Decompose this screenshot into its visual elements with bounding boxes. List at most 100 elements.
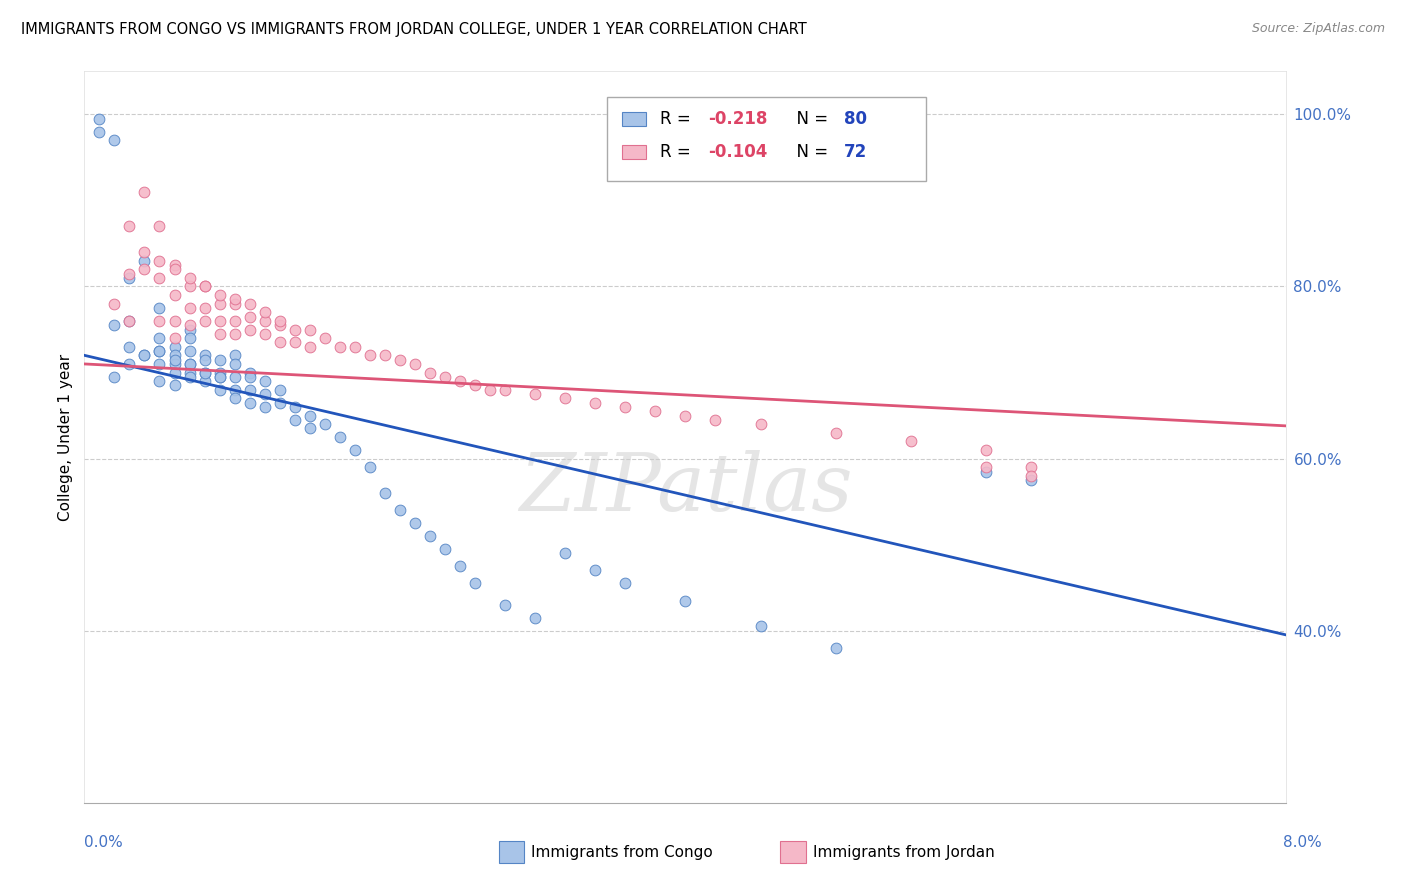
FancyBboxPatch shape: [607, 97, 927, 181]
Text: N =: N =: [786, 143, 834, 161]
Point: [134, 348, 156, 362]
Point: [179, 322, 201, 336]
Point: [824, 640, 846, 655]
Point: [118, 314, 141, 328]
Text: -0.218: -0.218: [709, 110, 768, 128]
Point: [253, 387, 276, 401]
Point: [148, 374, 170, 388]
Point: [163, 357, 186, 371]
Point: [269, 395, 291, 409]
Point: [359, 460, 381, 475]
Point: [298, 322, 321, 336]
Point: [449, 374, 471, 388]
Point: [524, 387, 547, 401]
Point: [343, 442, 366, 457]
Point: [148, 301, 170, 315]
FancyBboxPatch shape: [621, 145, 645, 159]
Point: [148, 344, 170, 359]
Text: 72: 72: [844, 143, 868, 161]
Point: [583, 564, 606, 578]
Point: [118, 314, 141, 328]
Point: [253, 374, 276, 388]
Point: [239, 369, 262, 384]
FancyBboxPatch shape: [780, 841, 806, 863]
Point: [163, 340, 186, 354]
Point: [208, 296, 231, 310]
Point: [118, 271, 141, 285]
Point: [284, 413, 307, 427]
Point: [224, 357, 246, 371]
Point: [419, 529, 441, 543]
Point: [194, 348, 217, 362]
Point: [208, 352, 231, 367]
Point: [269, 335, 291, 350]
Point: [208, 288, 231, 302]
Point: [179, 318, 201, 333]
Point: [404, 516, 426, 530]
Point: [704, 413, 727, 427]
Point: [163, 331, 186, 345]
Point: [163, 314, 186, 328]
Point: [194, 352, 217, 367]
Point: [163, 262, 186, 277]
Point: [359, 348, 381, 362]
Point: [494, 383, 516, 397]
Text: R =: R =: [661, 110, 696, 128]
Text: Immigrants from Congo: Immigrants from Congo: [531, 846, 713, 860]
Point: [163, 348, 186, 362]
Point: [675, 409, 697, 423]
Point: [194, 366, 217, 380]
Point: [253, 400, 276, 414]
Point: [224, 296, 246, 310]
Point: [284, 400, 307, 414]
Point: [103, 296, 125, 310]
Point: [253, 305, 276, 319]
Point: [253, 326, 276, 341]
Point: [974, 442, 997, 457]
Point: [103, 369, 125, 384]
Point: [179, 331, 201, 345]
Point: [224, 369, 246, 384]
Point: [974, 465, 997, 479]
Point: [179, 301, 201, 315]
Point: [118, 267, 141, 281]
Point: [239, 296, 262, 310]
Text: -0.104: -0.104: [709, 143, 768, 161]
Point: [614, 576, 637, 591]
Point: [89, 125, 111, 139]
Point: [179, 271, 201, 285]
Point: [148, 219, 170, 234]
Point: [269, 318, 291, 333]
Point: [1019, 460, 1042, 475]
Point: [614, 400, 637, 414]
Point: [208, 383, 231, 397]
Point: [374, 348, 396, 362]
Point: [1019, 468, 1042, 483]
Point: [253, 314, 276, 328]
Point: [194, 279, 217, 293]
Point: [163, 366, 186, 380]
Point: [900, 434, 922, 449]
Point: [298, 409, 321, 423]
Point: [749, 417, 772, 432]
Point: [224, 326, 246, 341]
Point: [208, 366, 231, 380]
Point: [103, 133, 125, 147]
Point: [134, 348, 156, 362]
Point: [434, 369, 457, 384]
Point: [179, 366, 201, 380]
Point: [148, 314, 170, 328]
Point: [148, 331, 170, 345]
FancyBboxPatch shape: [621, 112, 645, 127]
Point: [1019, 473, 1042, 487]
Point: [208, 369, 231, 384]
Point: [134, 262, 156, 277]
Y-axis label: College, Under 1 year: College, Under 1 year: [58, 353, 73, 521]
Point: [194, 374, 217, 388]
Text: R =: R =: [661, 143, 696, 161]
Point: [343, 340, 366, 354]
Point: [163, 258, 186, 272]
Point: [148, 344, 170, 359]
Point: [388, 352, 411, 367]
Point: [134, 185, 156, 199]
